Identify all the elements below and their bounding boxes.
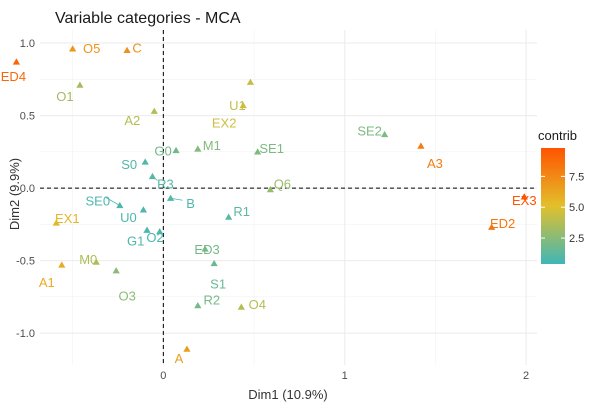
point-label-se2: SE2 (357, 123, 382, 138)
point-label-ex3: EX3 (512, 193, 537, 208)
point-label-o2: O2 (146, 230, 163, 245)
point-marker-u0 (139, 206, 147, 213)
plot-panel: O5 C ED4 O1 U1 A2 EX2 SE2 A3 G0 M1 SE1 S0 R3 Q6 EX3 SE0 B… (1, 30, 537, 366)
point-label-g1: G1 (127, 234, 144, 249)
point-marker-a (183, 345, 191, 352)
point-label-se0: SE0 (86, 193, 111, 208)
legend-tick-label: 7.5 (569, 171, 584, 183)
point-label-r1: R1 (233, 204, 250, 219)
point-marker-m0 (92, 258, 100, 265)
label-leader-line (152, 176, 158, 181)
point-marker-u1 (246, 78, 255, 85)
legend-tick-label: 2.5 (569, 233, 584, 245)
legend-title: contrib (538, 128, 577, 143)
point-marker-o3 (112, 267, 120, 274)
point-marker-a2 (150, 107, 158, 114)
point-label-a3: A3 (427, 156, 443, 171)
point-label-ex1: EX1 (55, 211, 80, 226)
point-label-o4: O4 (249, 297, 266, 312)
point-marker-o1 (76, 81, 84, 88)
legend-ticks: 2.5 5.0 7.5 (541, 171, 584, 245)
reference-lines (40, 30, 537, 365)
legend-colorbar (541, 148, 565, 264)
point-marker-o5 (69, 45, 77, 52)
point-label-ed3: ED3 (194, 242, 219, 257)
point-marker-o4 (237, 303, 245, 310)
point-marker-g1 (156, 227, 164, 235)
point-label-s0: S0 (121, 157, 137, 172)
label-leader-line (105, 197, 121, 206)
point-marker-a3 (417, 142, 425, 149)
point-label-ed2: ED2 (490, 216, 515, 231)
point-label-se1: SE1 (259, 141, 284, 156)
point-label-o3: O3 (119, 289, 136, 304)
y-tick-label: 0.5 (20, 111, 35, 123)
point-marker-g0 (172, 146, 180, 154)
point-marker-o2 (143, 226, 151, 233)
chart-title: Variable categories - MCA (55, 10, 241, 27)
point-label-b: B (186, 196, 195, 211)
x-tick-label: 0 (160, 370, 166, 382)
point-marker-r1 (225, 213, 233, 220)
point-marker-ex2 (239, 101, 247, 109)
point-labels-layer: O5 C ED4 O1 U1 A2 EX2 SE2 A3 G0 M1 SE1 S0 R3 Q6 EX3 SE0 B… (1, 40, 537, 366)
y-axis-title: Dim2 (9.9%) (7, 158, 22, 230)
point-label-g0: G0 (154, 143, 171, 158)
point-marker-ed3 (201, 245, 209, 252)
point-label-ed4: ED4 (1, 69, 26, 84)
point-label-s1: S1 (210, 276, 226, 291)
point-label-r3: R3 (157, 176, 174, 191)
point-marker-ed4 (12, 58, 21, 65)
point-label-c: C (132, 40, 141, 55)
y-tick-label: -1.0 (16, 328, 35, 340)
x-tick-label: 1 (342, 370, 348, 382)
point-marker-ed2 (488, 223, 496, 230)
y-tick-label: 1.0 (20, 38, 35, 50)
point-label-u1: U1 (229, 98, 246, 113)
point-marker-ex1 (52, 219, 60, 226)
points-layer (12, 45, 528, 352)
legend: contrib 2.5 5.0 7.5 (538, 128, 584, 264)
point-marker-se2 (381, 130, 389, 138)
y-axis-ticks: -1.0 -0.5 0.0 0.5 1.0 (16, 38, 35, 340)
point-marker-s0 (141, 158, 149, 165)
point-marker-s1 (210, 259, 218, 267)
point-label-a2: A2 (124, 113, 140, 128)
point-label-u0: U0 (120, 210, 137, 225)
y-tick-label: -0.5 (16, 256, 35, 268)
grid-lines (40, 30, 537, 365)
point-label-o5: O5 (83, 41, 100, 56)
point-marker-m1 (194, 145, 202, 152)
point-label-r2: R2 (203, 293, 220, 308)
point-marker-a1 (58, 261, 66, 268)
point-label-o1: O1 (56, 89, 73, 104)
x-axis-ticks: 0 1 2 (160, 370, 529, 382)
y-tick-label: 0.0 (20, 183, 35, 195)
point-marker-c (123, 46, 131, 54)
point-marker-ex3 (520, 193, 528, 200)
label-leader-line (170, 197, 183, 201)
point-marker-q6 (266, 185, 274, 193)
point-marker-r2 (194, 301, 202, 309)
point-marker-se1 (254, 148, 262, 155)
point-marker-b (166, 194, 175, 201)
point-label-a1: A1 (39, 275, 55, 290)
point-label-a: A (175, 351, 184, 366)
point-label-m0: M0 (79, 252, 97, 267)
legend-tick-label: 5.0 (569, 202, 584, 214)
x-axis-title: Dim1 (10.9%) (248, 387, 327, 402)
x-tick-label: 2 (523, 370, 529, 382)
point-label-ex2: EX2 (212, 115, 237, 130)
point-label-q6: Q6 (274, 177, 291, 192)
point-label-m1: M1 (203, 138, 221, 153)
